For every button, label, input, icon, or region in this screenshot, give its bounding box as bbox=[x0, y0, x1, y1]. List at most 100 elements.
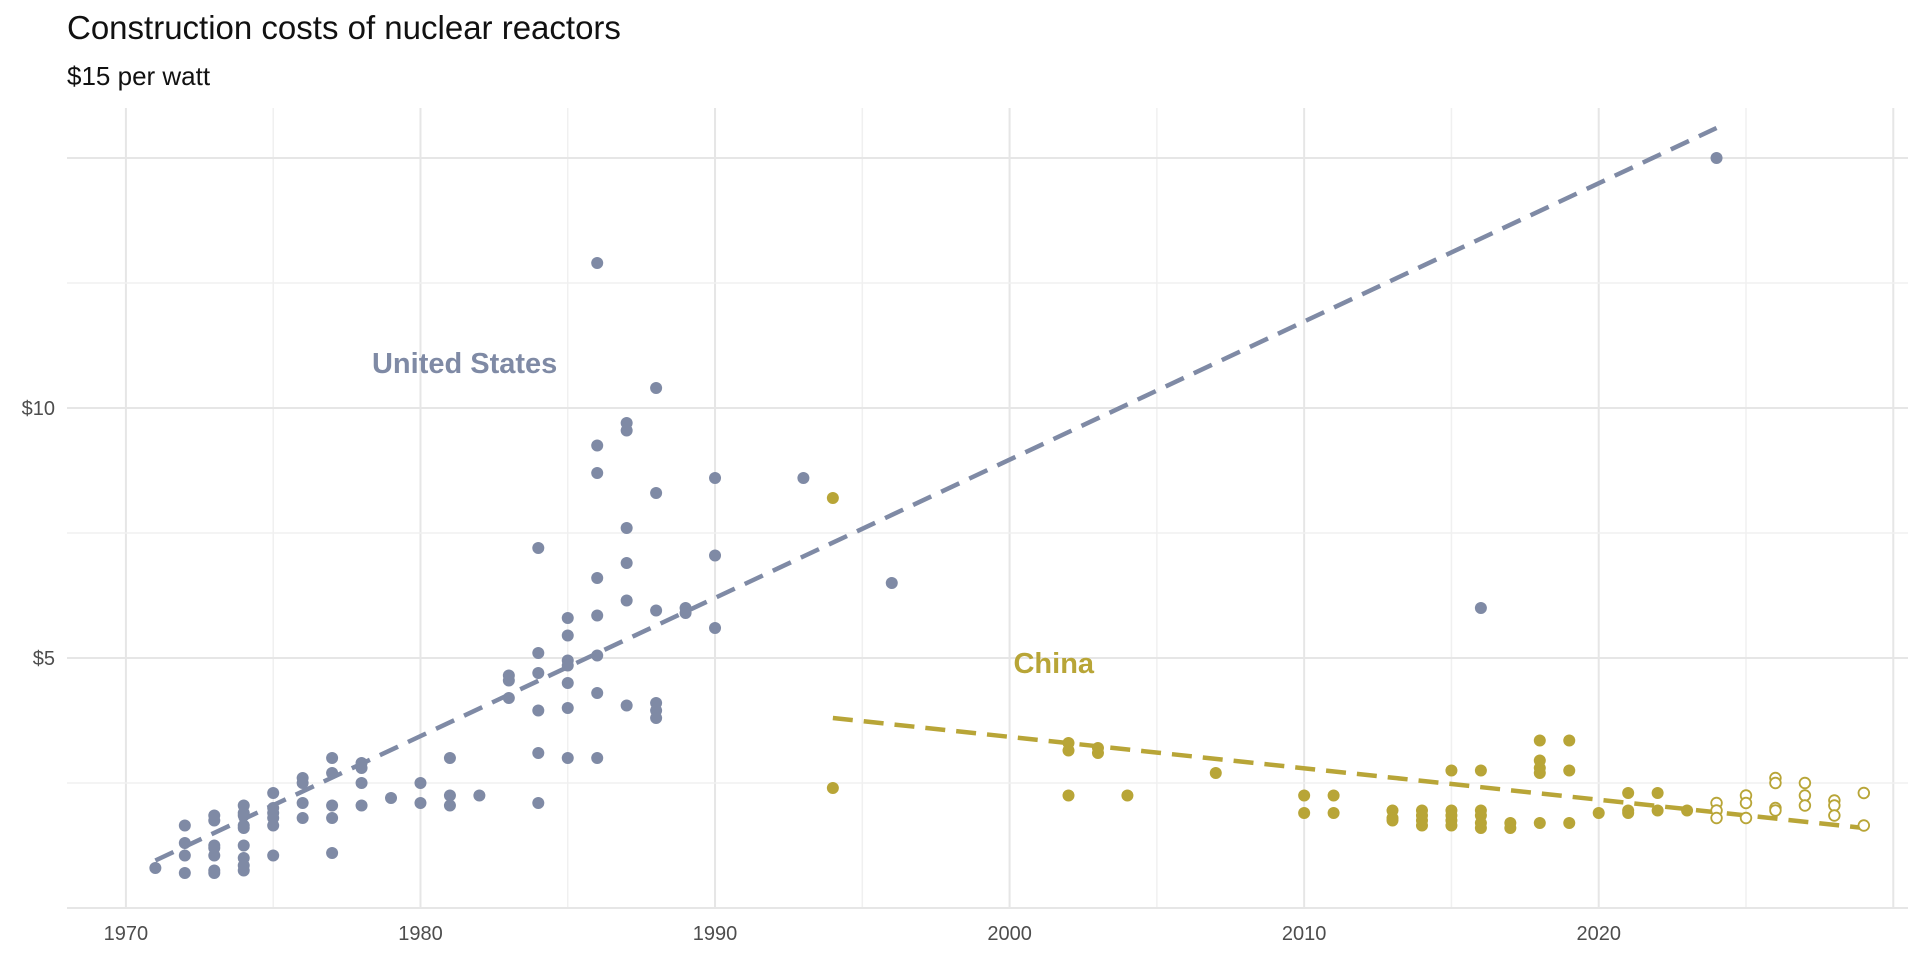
china-point bbox=[1622, 807, 1635, 819]
us-point bbox=[208, 849, 221, 862]
china-point bbox=[1533, 767, 1546, 779]
chart-subtitle: $15 per watt bbox=[67, 61, 211, 91]
us-point bbox=[267, 787, 280, 799]
china-point bbox=[1327, 789, 1340, 802]
us-point bbox=[237, 809, 250, 822]
us-point bbox=[326, 812, 339, 824]
annotations: United States China bbox=[372, 348, 1095, 680]
us-point bbox=[650, 382, 663, 394]
x-tick-label: 1990 bbox=[693, 923, 738, 945]
china-annotation-label: China bbox=[1013, 648, 1094, 680]
us-point bbox=[709, 622, 722, 634]
us-point bbox=[709, 472, 722, 484]
us-point bbox=[591, 752, 604, 764]
china-point bbox=[1386, 814, 1399, 827]
china-point bbox=[1681, 804, 1694, 817]
x-tick-label: 2010 bbox=[1282, 923, 1327, 945]
us-point bbox=[443, 799, 456, 812]
us-point bbox=[267, 819, 280, 832]
us-point bbox=[178, 849, 191, 862]
us-point bbox=[355, 777, 368, 789]
china-point bbox=[1622, 787, 1635, 799]
us-point bbox=[473, 789, 486, 802]
us-point bbox=[355, 799, 368, 812]
china-projected-point bbox=[1769, 804, 1782, 817]
chart-title: Construction costs of nuclear reactors bbox=[67, 9, 621, 46]
us-point bbox=[532, 797, 545, 809]
china-point bbox=[1327, 807, 1340, 819]
y-tick-label: $5 bbox=[33, 648, 55, 670]
china-projected-point bbox=[1828, 809, 1841, 822]
us-point bbox=[561, 677, 574, 689]
us-point bbox=[1710, 152, 1723, 164]
china-point bbox=[1445, 819, 1458, 832]
china-projected-point bbox=[1828, 799, 1841, 812]
us-point bbox=[620, 557, 633, 569]
us-point bbox=[502, 692, 515, 704]
china-point bbox=[1445, 764, 1458, 777]
china-projected-point bbox=[1798, 799, 1812, 812]
us-point bbox=[208, 867, 221, 879]
us-point bbox=[532, 667, 545, 679]
us-point bbox=[385, 792, 398, 804]
data-points bbox=[149, 152, 1871, 879]
us-point bbox=[178, 837, 191, 849]
china-point bbox=[1209, 767, 1222, 779]
us-point bbox=[620, 594, 633, 607]
us-point bbox=[561, 612, 574, 624]
china-point bbox=[1415, 819, 1428, 832]
us-point bbox=[414, 797, 427, 809]
china-point bbox=[1121, 789, 1134, 802]
us-point bbox=[267, 849, 280, 862]
us-point bbox=[208, 814, 221, 827]
us-point bbox=[561, 659, 574, 672]
china-projected-point bbox=[1739, 796, 1753, 810]
us-point bbox=[149, 862, 162, 874]
us-point bbox=[326, 847, 339, 859]
us-point bbox=[326, 799, 339, 812]
us-point bbox=[591, 687, 604, 699]
us-point bbox=[620, 522, 633, 534]
us-annotation-label: United States bbox=[372, 348, 557, 380]
us-point bbox=[797, 472, 810, 484]
x-tick-label: 2000 bbox=[987, 923, 1032, 945]
china-point bbox=[1651, 804, 1664, 817]
china-point bbox=[1298, 807, 1311, 819]
us-point bbox=[561, 629, 574, 642]
china-point bbox=[1298, 789, 1311, 802]
us-point bbox=[532, 647, 545, 659]
china-projected-point bbox=[1798, 776, 1812, 790]
us-point bbox=[561, 702, 574, 714]
china-point bbox=[826, 782, 839, 794]
china-point bbox=[1533, 734, 1546, 747]
china-point bbox=[1474, 822, 1487, 834]
china-projected-point bbox=[1710, 811, 1723, 825]
us-point bbox=[326, 752, 339, 764]
us-point bbox=[591, 257, 604, 269]
trend-lines bbox=[154, 125, 1865, 863]
us-trend-line bbox=[154, 125, 1718, 863]
china-point bbox=[1533, 817, 1546, 829]
china-point bbox=[826, 492, 839, 504]
us-point bbox=[650, 604, 663, 617]
us-point bbox=[591, 467, 604, 479]
us-point bbox=[296, 812, 309, 824]
us-point bbox=[1474, 602, 1487, 614]
us-point bbox=[443, 789, 456, 802]
china-point bbox=[1592, 807, 1605, 819]
us-point bbox=[237, 822, 250, 834]
china-projected-point bbox=[1739, 811, 1753, 825]
grid bbox=[67, 108, 1908, 909]
us-point bbox=[591, 649, 604, 662]
us-point bbox=[414, 777, 427, 789]
china-projected-point bbox=[1857, 819, 1871, 832]
us-point bbox=[502, 674, 515, 687]
y-tick-label: $10 bbox=[22, 398, 55, 420]
us-point bbox=[709, 549, 722, 562]
us-point bbox=[679, 607, 692, 619]
china-trend-line bbox=[832, 715, 1865, 831]
china-projected-point bbox=[1857, 786, 1871, 800]
china-point bbox=[1563, 734, 1576, 747]
china-projected-point bbox=[1798, 789, 1812, 802]
